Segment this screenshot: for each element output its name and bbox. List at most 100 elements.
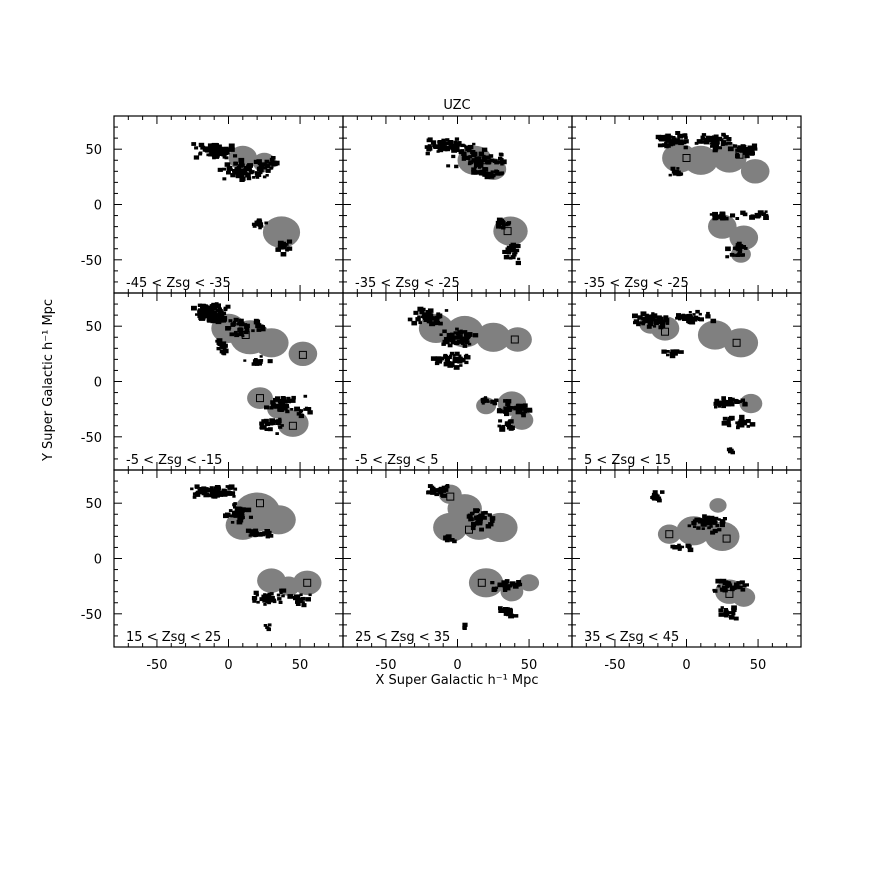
galaxy-point [503,254,510,260]
galaxy-point [265,422,271,427]
galaxy-point [707,526,711,530]
galaxy-point [265,600,269,603]
galaxy-point [434,315,440,320]
galaxy-point [210,490,216,495]
galaxy-point [499,220,506,226]
galaxy-point [262,531,268,536]
galaxy-point [481,147,488,152]
galaxy-point [229,332,235,337]
galaxy-point [483,510,488,515]
galaxy-point [297,408,301,412]
galaxy-point [648,321,652,324]
galaxy-point [251,222,256,226]
galaxy-point [278,417,282,421]
galaxy-point [508,613,514,619]
galaxy-point [251,532,256,537]
galaxy-point [258,161,262,164]
galaxy-point [233,317,239,322]
galaxy-point [715,578,722,584]
galaxy-point [660,490,665,494]
galaxy-point [721,132,726,137]
galaxy-point [192,495,197,499]
galaxy-point [233,506,237,509]
galaxy-point [225,512,231,517]
galaxy-point [263,603,267,606]
galaxy-point [719,400,725,405]
galaxy-point [279,401,285,407]
galaxy-point [278,425,283,429]
galaxy-point [226,169,231,173]
galaxy-point [666,353,670,357]
galaxy-point [261,594,267,599]
galaxy-point [742,152,747,155]
galaxy-point [236,323,240,326]
galaxy-point [473,515,478,519]
galaxy-point [725,246,731,252]
galaxy-point [485,155,491,160]
galaxy-point [265,534,270,539]
galaxy-point [664,134,670,140]
galaxy-point [498,608,505,613]
galaxy-point [256,328,262,332]
galaxy-point [737,148,743,152]
galaxy-point [438,322,443,326]
cluster-center-marker [298,350,307,359]
galaxy-point [252,176,256,179]
galaxy-point [735,421,739,425]
galaxy-point [260,225,264,228]
galaxy-point [470,526,476,531]
galaxy-point [697,317,702,321]
galaxy-point [673,349,680,354]
galaxy-point [719,212,726,218]
galaxy-point [460,149,465,152]
galaxy-point [468,342,472,346]
overdensity-region [254,328,289,358]
galaxy-point [201,486,207,491]
galaxy-point [514,614,519,618]
x-tick-label: 50 [750,658,767,673]
galaxy-point [737,244,744,249]
galaxy-point [248,169,253,172]
galaxy-point [733,144,738,148]
galaxy-point [421,307,426,312]
galaxy-point [733,616,739,621]
galaxy-point [269,406,274,410]
galaxy-point [448,354,453,358]
galaxy-point [216,489,220,492]
x-tick-label: 0 [682,658,690,673]
galaxy-point [637,315,643,320]
galaxy-point [257,532,263,537]
overdensity-region [723,328,759,358]
galaxy-point [737,145,744,150]
galaxy-point [737,423,742,427]
galaxy-point [207,487,212,491]
galaxy-point [445,484,450,487]
galaxy-point [727,146,734,152]
galaxy-point [218,492,224,497]
galaxy-point [199,314,206,319]
galaxy-point [241,168,246,173]
galaxy-point [698,518,704,523]
galaxy-point [478,151,485,156]
galaxy-point [669,141,676,146]
galaxy-point [238,515,244,520]
panel: -50 0 50 -50 0 50 15 < Zsg < 25 [81,469,344,673]
galaxy-point [743,246,747,250]
galaxy-point [749,215,755,220]
galaxy-point [504,250,508,253]
galaxy-point [268,534,274,538]
overdensity-region [732,587,756,607]
galaxy-point [204,307,208,311]
galaxy-point [449,338,455,343]
x-tick-label: 50 [292,658,309,673]
galaxy-point [276,593,281,597]
galaxy-point [682,133,688,138]
galaxy-point [510,242,516,248]
galaxy-point [296,412,302,416]
galaxy-point [736,426,740,430]
galaxy-point [243,359,247,362]
galaxy-point [687,524,692,528]
galaxy-point [206,316,212,321]
galaxy-point [725,421,731,426]
galaxy-point [429,486,436,492]
